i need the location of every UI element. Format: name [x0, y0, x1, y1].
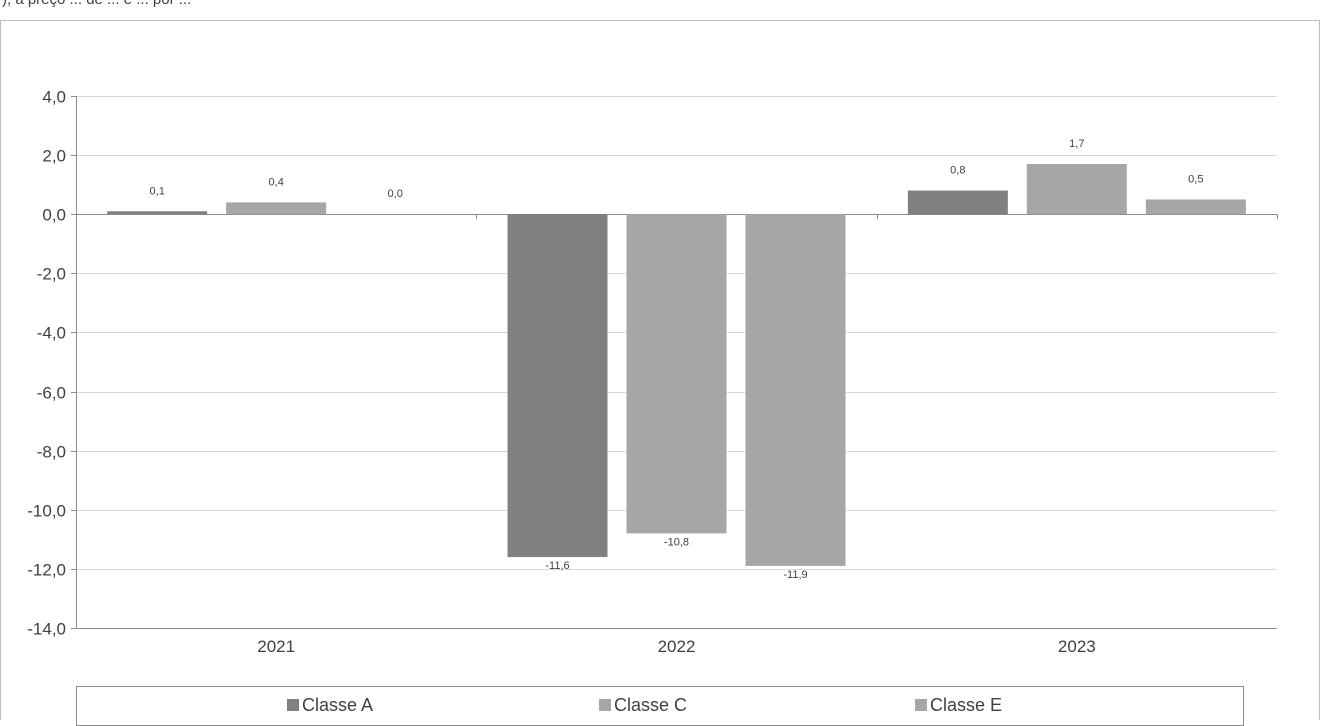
y-tick-label: -12,0 — [27, 561, 66, 580]
y-tick-label: -10,0 — [27, 502, 66, 521]
legend-item-classe-c: Classe C — [599, 695, 687, 716]
data-label: 0,1 — [150, 185, 165, 197]
legend-label-classe-a: Classe A — [302, 695, 374, 715]
y-tick-label: 0,0 — [42, 206, 66, 225]
legend-label-classe-e: Classe E — [930, 695, 1003, 715]
y-tick-label: 2,0 — [42, 147, 66, 166]
chart-frame — [0, 20, 1320, 720]
legend-swatch-classe-a — [287, 699, 299, 711]
bars — [107, 163, 1246, 566]
bar — [626, 214, 727, 534]
y-tick-label: -4,0 — [37, 324, 66, 343]
data-label: 0,5 — [1188, 173, 1203, 185]
legend-swatch-classe-c — [599, 699, 611, 711]
data-label: -11,6 — [545, 560, 569, 572]
gridlines — [76, 96, 1277, 570]
bar — [107, 211, 208, 215]
y-tick-label: -14,0 — [27, 620, 66, 639]
y-tick-label: -8,0 — [37, 443, 66, 462]
x-category-label: 2022 — [658, 637, 696, 656]
y-tick-label: 4,0 — [42, 88, 66, 107]
legend: Classe A Classe C Classe E — [76, 686, 1244, 726]
bar — [507, 214, 608, 558]
legend-swatch-classe-e — [915, 699, 927, 711]
bar — [226, 202, 327, 215]
bar — [1026, 163, 1127, 215]
data-label: 0,0 — [388, 188, 403, 200]
bar — [745, 214, 846, 566]
y-tick-label: -6,0 — [37, 384, 66, 403]
data-label: 1,7 — [1069, 138, 1084, 150]
data-label: -11,9 — [783, 569, 807, 581]
data-label: 0,8 — [950, 165, 965, 177]
legend-label-classe-c: Classe C — [614, 695, 688, 715]
data-label: 0,4 — [269, 176, 284, 188]
x-category-label: 2021 — [257, 637, 295, 656]
chart-caption-cropped: ), a preço ... de ... e ... por ... — [2, 0, 191, 8]
bar — [907, 190, 1008, 215]
y-tick-label: -2,0 — [37, 265, 66, 284]
axes: 4,0 2,0 0,0 -2,0 -4,0 -6,0 -8,0 -10,0 -12,0 -14,0… — [27, 88, 1278, 656]
x-category-label: 2023 — [1058, 637, 1096, 656]
data-label: -10,8 — [664, 536, 689, 548]
legend-item-classe-e: Classe E — [915, 695, 1002, 716]
bar — [1145, 199, 1246, 215]
legend-item-classe-a: Classe A — [287, 695, 373, 716]
data-labels: 0,1 0,4 0,0 -11,6 -10,8 -11,9 0,8 1,7 0,5 — [150, 138, 1204, 581]
